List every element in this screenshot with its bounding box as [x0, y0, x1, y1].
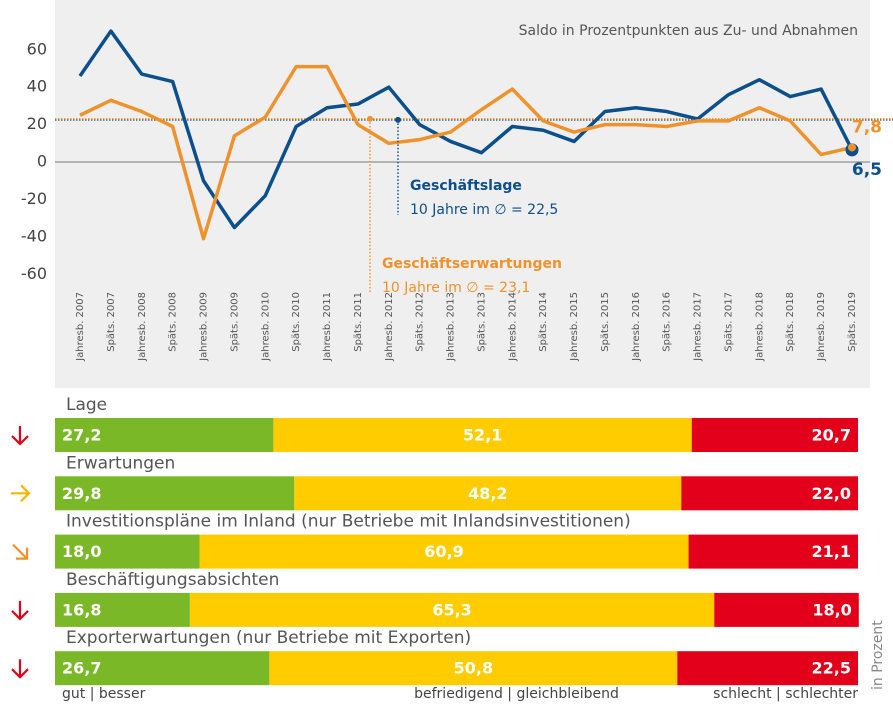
row-label: Lage	[66, 395, 107, 415]
x-tick-label: Späts. 2010	[291, 292, 302, 352]
x-tick-label: Späts. 2014	[538, 292, 549, 352]
x-tick-label: Jahresb. 2013	[446, 292, 457, 362]
y-tick-label: -60	[21, 264, 47, 283]
average-label: 10 Jahre im ∅ = 23,1	[382, 280, 530, 296]
row-label: Erwartungen	[66, 453, 175, 473]
x-tick-label: Jahresb. 2014	[507, 292, 518, 362]
y-tick-label: 40	[27, 77, 47, 96]
x-tick-label: Jahresb. 2008	[137, 292, 148, 362]
bar-segment	[714, 592, 859, 627]
row-label: Investitionspläne im Inland (nur Betrieb…	[66, 512, 631, 532]
x-tick-label: Jahresb. 2016	[631, 292, 642, 362]
average-label: 10 Jahre im ∅ = 22,5	[410, 202, 558, 218]
annotation-dot	[367, 115, 373, 122]
legend-label: befriedigend | gleichbleibend	[414, 686, 619, 702]
x-tick-label: Späts. 2011	[353, 292, 364, 352]
axis-label: in Prozent	[870, 620, 886, 690]
x-tick-label: Späts. 2009	[229, 292, 240, 352]
series-label: Geschäftslage	[410, 178, 522, 194]
end-point	[848, 143, 856, 152]
value-label: 22,5	[812, 659, 851, 678]
value-label: 52,1	[463, 426, 502, 445]
legend-label: gut | besser	[62, 686, 146, 702]
bar-segment	[55, 592, 190, 627]
bar-segment	[681, 476, 858, 511]
value-label: 50,8	[454, 659, 493, 678]
y-tick-label: -40	[21, 226, 47, 245]
y-tick-label: -20	[21, 189, 47, 208]
value-label: 20,7	[812, 426, 851, 445]
value-label: 60,9	[424, 542, 463, 561]
annotation-dot	[395, 116, 401, 123]
legend-label: schlecht | schlechter	[713, 686, 858, 702]
trend-arrow	[11, 484, 31, 503]
trend-arrow	[11, 600, 29, 621]
y-tick-label: 20	[27, 114, 47, 133]
x-tick-label: Jahresb. 2015	[569, 292, 580, 362]
y-tick-label: 0	[37, 152, 47, 171]
value-label: 18,0	[812, 600, 851, 619]
trend-arrow	[11, 659, 29, 679]
x-tick-label: Späts. 2013	[476, 292, 487, 352]
subtitle: Saldo in Prozentpunkten aus Zu- und Abna…	[519, 23, 858, 39]
bar-segment	[294, 476, 682, 511]
x-tick-label: Späts. 2007	[106, 292, 117, 352]
line	[78, 29, 854, 230]
bar-segment	[677, 651, 858, 686]
x-tick-label: Späts. 2019	[847, 292, 858, 352]
bar-segment	[199, 534, 689, 569]
trend-arrow	[11, 426, 29, 446]
x-tick-label: Jahresb. 2012	[384, 292, 395, 362]
x-tick-label: Jahresb. 2018	[754, 292, 765, 362]
value-label: 65,3	[432, 600, 471, 619]
x-tick-label: Jahresb. 2009	[199, 292, 210, 362]
value-label: 16,8	[62, 600, 101, 619]
bar-segment	[273, 418, 692, 452]
bar-segment	[55, 476, 295, 511]
x-tick-label: Späts. 2008	[168, 292, 179, 352]
trend-arrow	[12, 543, 29, 560]
value-label: 18,0	[62, 542, 101, 561]
value-label: 6,5	[852, 160, 882, 180]
bar-segment	[55, 418, 274, 452]
value-label: 7,8	[852, 117, 882, 137]
value-label: 27,2	[62, 426, 101, 445]
bar-segment	[189, 592, 715, 627]
value-label: 26,7	[62, 659, 101, 678]
value-label: 21,1	[812, 542, 851, 561]
x-tick-label: Späts. 2017	[723, 292, 734, 352]
bar-segment	[55, 534, 200, 569]
bar-segment	[269, 651, 678, 686]
x-tick-label: Jahresb. 2019	[816, 292, 827, 362]
x-tick-label: Späts. 2016	[662, 292, 673, 352]
bar-segment	[691, 418, 858, 452]
y-tick-label: 60	[27, 39, 47, 58]
x-tick-label: Späts. 2018	[785, 292, 796, 352]
series-label: Geschäftserwartungen	[382, 256, 562, 272]
value-label: 22,0	[812, 484, 851, 503]
bar-segment	[688, 534, 858, 569]
value-label: 48,2	[468, 484, 507, 503]
value-label: 29,8	[62, 484, 101, 503]
x-tick-label: Jahresb. 2017	[693, 292, 704, 362]
x-tick-label: Späts. 2012	[415, 292, 426, 352]
x-tick-label: Späts. 2015	[600, 292, 611, 352]
line	[79, 64, 853, 241]
x-tick-label: Jahresb. 2010	[260, 292, 271, 362]
x-tick-label: Jahresb. 2011	[322, 292, 333, 362]
row-label: Exporterwartungen (nur Betriebe mit Expo…	[66, 628, 471, 648]
bar-segment	[55, 651, 270, 686]
x-tick-label: Jahresb. 2007	[75, 292, 86, 362]
row-label: Beschäftigungsabsichten	[66, 570, 279, 590]
